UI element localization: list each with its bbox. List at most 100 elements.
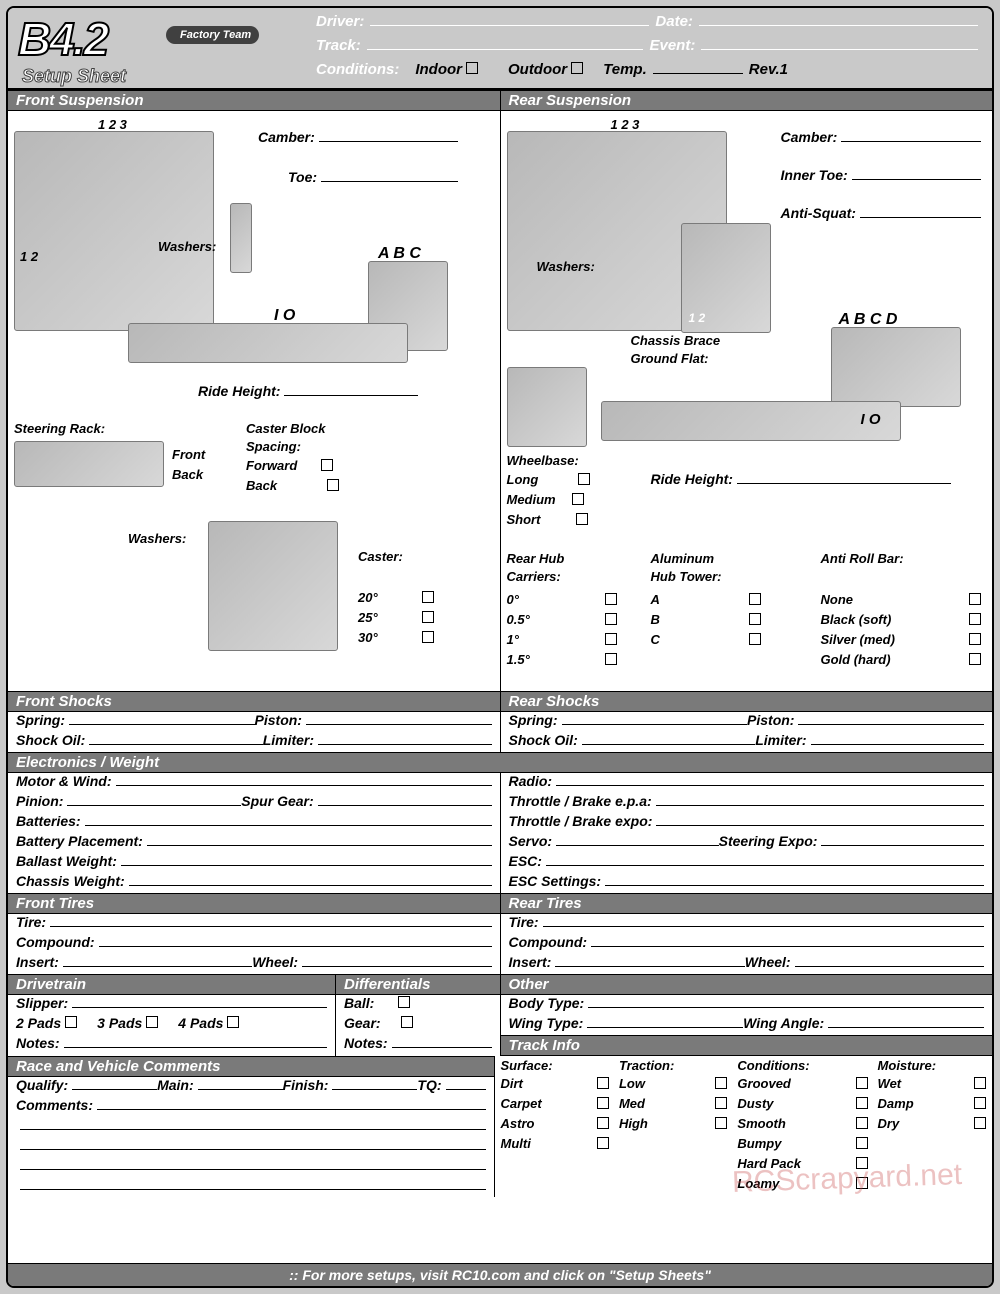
rt-compound-input[interactable] (591, 934, 984, 947)
ballast-input[interactable] (121, 853, 492, 866)
pinion-input[interactable] (67, 793, 241, 806)
ft-wheel-input[interactable] (302, 954, 491, 967)
dusty-checkbox[interactable] (856, 1097, 868, 1109)
toe-input[interactable] (321, 169, 458, 182)
astro-checkbox[interactable] (597, 1117, 609, 1129)
wet-checkbox[interactable] (974, 1077, 986, 1089)
h1-checkbox[interactable] (605, 633, 617, 645)
p2-checkbox[interactable] (65, 1016, 77, 1028)
back-checkbox[interactable] (327, 479, 339, 491)
medium-checkbox[interactable] (572, 493, 584, 505)
ride-height-input[interactable] (284, 383, 418, 396)
ha-checkbox[interactable] (749, 593, 761, 605)
comments-input4[interactable] (20, 1157, 486, 1170)
date-input[interactable] (699, 12, 978, 26)
low-checkbox[interactable] (715, 1077, 727, 1089)
wing-input[interactable] (587, 1015, 743, 1028)
batt-place-input[interactable] (147, 833, 492, 846)
inner-toe-input[interactable] (852, 167, 981, 180)
radio-input[interactable] (556, 773, 984, 786)
tq-input[interactable] (446, 1077, 486, 1090)
servo-input[interactable] (556, 833, 719, 846)
chassis-w-input[interactable] (129, 873, 492, 886)
r-ride-height-input[interactable] (737, 471, 951, 484)
hc-checkbox[interactable] (749, 633, 761, 645)
c30-checkbox[interactable] (422, 631, 434, 643)
comments-input3[interactable] (20, 1137, 486, 1150)
h05-checkbox[interactable] (605, 613, 617, 625)
c25-checkbox[interactable] (422, 611, 434, 623)
black-checkbox[interactable] (969, 613, 981, 625)
batt-input[interactable] (85, 813, 492, 826)
hardpack-checkbox[interactable] (856, 1157, 868, 1169)
fs-limiter-input[interactable] (318, 732, 491, 745)
tb-epa-input[interactable] (656, 793, 984, 806)
smooth-checkbox[interactable] (856, 1117, 868, 1129)
rt-insert-input[interactable] (555, 954, 744, 967)
short-checkbox[interactable] (576, 513, 588, 525)
comments-input2[interactable] (20, 1117, 486, 1130)
tb-expo-input[interactable] (656, 813, 984, 826)
finish-input[interactable] (332, 1077, 417, 1090)
diff-notes-input[interactable] (392, 1035, 492, 1048)
h15-checkbox[interactable] (605, 653, 617, 665)
loamy-checkbox[interactable] (856, 1177, 868, 1189)
temp-input[interactable] (653, 60, 743, 74)
ft-insert-input[interactable] (63, 954, 252, 967)
multi-checkbox[interactable] (597, 1137, 609, 1149)
comments-input[interactable] (97, 1097, 485, 1110)
rt-tire-input[interactable] (543, 914, 984, 927)
dt-notes-input[interactable] (64, 1035, 327, 1048)
gold-checkbox[interactable] (969, 653, 981, 665)
fs-oil-input[interactable] (89, 732, 262, 745)
rt-wheel-input[interactable] (795, 954, 984, 967)
anti-squat-input[interactable] (860, 205, 981, 218)
comments-input5[interactable] (20, 1177, 486, 1190)
rear-susp-area: 1 2 3 Camber: Inner Toe: Anti-Squat: Was… (501, 111, 993, 691)
long-checkbox[interactable] (578, 473, 590, 485)
high-checkbox[interactable] (715, 1117, 727, 1129)
wing-angle-input[interactable] (828, 1015, 984, 1028)
fs-spring-input[interactable] (69, 712, 255, 725)
ft-compound-input[interactable] (99, 934, 492, 947)
track-input[interactable] (367, 36, 644, 50)
silver-checkbox[interactable] (969, 633, 981, 645)
camber-input[interactable] (319, 129, 458, 142)
spur-input[interactable] (318, 793, 492, 806)
none-checkbox[interactable] (969, 593, 981, 605)
r-camber-input[interactable] (841, 129, 980, 142)
rs-piston-input[interactable] (798, 712, 984, 725)
damp-checkbox[interactable] (974, 1097, 986, 1109)
motor-input[interactable] (116, 773, 492, 786)
p3-checkbox[interactable] (146, 1016, 158, 1028)
steer-expo-input[interactable] (821, 833, 984, 846)
rs-oil-input[interactable] (582, 732, 755, 745)
gear-checkbox[interactable] (401, 1016, 413, 1028)
p4-checkbox[interactable] (227, 1016, 239, 1028)
esc-input[interactable] (546, 853, 984, 866)
grooved-checkbox[interactable] (856, 1077, 868, 1089)
ball-checkbox[interactable] (398, 996, 410, 1008)
forward-checkbox[interactable] (321, 459, 333, 471)
driver-input[interactable] (370, 12, 649, 26)
c20-checkbox[interactable] (422, 591, 434, 603)
slipper-input[interactable] (72, 995, 327, 1008)
esc-set-input[interactable] (605, 873, 984, 886)
rs-limiter-input[interactable] (811, 732, 984, 745)
h0-checkbox[interactable] (605, 593, 617, 605)
event-input[interactable] (701, 36, 978, 50)
rs-spring-input[interactable] (562, 712, 748, 725)
med-checkbox[interactable] (715, 1097, 727, 1109)
bumpy-checkbox[interactable] (856, 1137, 868, 1149)
body-input[interactable] (588, 995, 984, 1008)
ft-tire-input[interactable] (50, 914, 491, 927)
main-input[interactable] (198, 1077, 283, 1090)
fs-piston-input[interactable] (306, 712, 492, 725)
qualify-input[interactable] (72, 1077, 157, 1090)
indoor-checkbox[interactable] (466, 62, 478, 74)
dry-checkbox[interactable] (974, 1117, 986, 1129)
outdoor-checkbox[interactable] (571, 62, 583, 74)
hb-checkbox[interactable] (749, 613, 761, 625)
carpet-checkbox[interactable] (597, 1097, 609, 1109)
dirt-checkbox[interactable] (597, 1077, 609, 1089)
